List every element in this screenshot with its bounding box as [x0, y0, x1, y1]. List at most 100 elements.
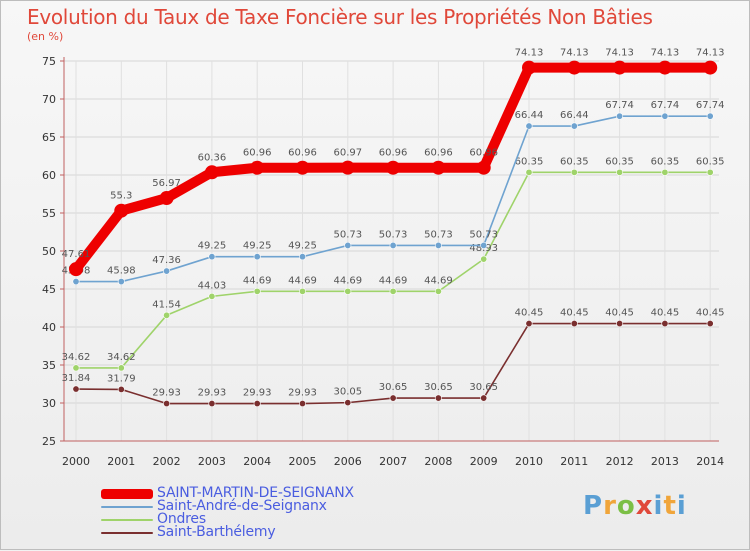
data-point	[117, 278, 125, 286]
data-point	[204, 165, 219, 180]
data-label: 74.13	[515, 48, 544, 59]
y-tick-label: 25	[42, 435, 56, 448]
data-point	[253, 400, 261, 408]
data-label: 47.61	[62, 249, 91, 260]
x-tick-label: 2013	[651, 455, 679, 468]
legend-swatch-saint-martin	[101, 488, 153, 499]
legend: SAINT-MARTIN-DE-SEIGNANX Saint-André-de-…	[101, 485, 421, 540]
data-point	[703, 60, 718, 75]
legend-label-saint-martin: SAINT-MARTIN-DE-SEIGNANX	[157, 485, 354, 501]
x-tick-label: 2002	[153, 455, 181, 468]
data-label: 50.73	[424, 229, 453, 240]
data-label: 40.45	[605, 308, 634, 319]
data-point	[159, 191, 174, 206]
legend-swatch-saint-andre	[101, 505, 153, 508]
x-tick-label: 2007	[379, 455, 407, 468]
y-tick-label: 30	[42, 397, 56, 410]
y-tick-label: 45	[42, 283, 56, 296]
data-label: 60.96	[424, 148, 453, 159]
data-label: 44.69	[288, 275, 317, 286]
data-label: 50.73	[469, 229, 498, 240]
data-point	[706, 112, 714, 120]
data-point	[706, 320, 714, 328]
data-label: 50.73	[379, 229, 408, 240]
data-label: 55.3	[110, 191, 132, 202]
data-point	[344, 287, 352, 295]
data-point	[298, 400, 306, 408]
data-label: 44.69	[424, 275, 453, 286]
data-point	[250, 160, 265, 175]
data-point	[208, 253, 216, 261]
data-label: 30.05	[333, 387, 362, 398]
data-point	[72, 385, 80, 393]
data-label: 34.62	[62, 352, 91, 363]
data-label: 74.13	[605, 48, 634, 59]
data-point	[476, 160, 491, 175]
data-point	[570, 168, 578, 176]
data-point	[525, 122, 533, 130]
data-label: 29.93	[288, 388, 317, 399]
y-tick-label: 40	[42, 321, 56, 334]
data-point	[114, 203, 129, 218]
data-label: 60.96	[288, 148, 317, 159]
x-tick-label: 2009	[470, 455, 498, 468]
data-point	[163, 400, 171, 408]
data-point	[612, 60, 627, 75]
data-label: 74.13	[696, 48, 725, 59]
data-point	[434, 394, 442, 402]
chart-subtitle: (en %)	[27, 30, 64, 43]
data-label: 60.36	[198, 152, 227, 163]
y-tick-label: 65	[42, 131, 56, 144]
legend-label-saint-barthelemy: Saint-Barthélemy	[157, 524, 276, 540]
data-point	[344, 399, 352, 407]
data-label: 60.96	[243, 148, 272, 159]
data-point	[295, 160, 310, 175]
x-tick-label: 2003	[198, 455, 226, 468]
data-point	[525, 168, 533, 176]
data-point	[480, 394, 488, 402]
data-point	[117, 364, 125, 372]
data-label: 60.35	[605, 156, 634, 167]
data-point	[163, 311, 171, 319]
data-point	[706, 168, 714, 176]
data-label: 56.97	[152, 178, 181, 189]
data-label: 30.65	[379, 382, 408, 393]
data-label: 40.45	[651, 308, 680, 319]
data-point	[389, 394, 397, 402]
data-point	[616, 112, 624, 120]
data-point	[389, 287, 397, 295]
data-point	[434, 287, 442, 295]
data-point	[163, 267, 171, 275]
data-label: 49.25	[288, 241, 317, 252]
data-label: 40.45	[696, 308, 725, 319]
data-point	[389, 241, 397, 249]
data-point	[522, 60, 536, 75]
data-point	[661, 168, 669, 176]
legend-item-saint-martin: SAINT-MARTIN-DE-SEIGNANX	[101, 485, 421, 501]
data-label: 44.69	[379, 275, 408, 286]
data-point	[386, 160, 401, 175]
x-tick-label: 2011	[560, 455, 588, 468]
data-point	[117, 385, 125, 393]
data-label: 74.13	[651, 48, 680, 59]
data-label: 31.84	[62, 373, 91, 384]
data-point	[434, 241, 442, 249]
data-label: 44.69	[243, 275, 272, 286]
data-point	[298, 253, 306, 261]
data-label: 60.96	[469, 148, 498, 159]
data-point	[208, 400, 216, 408]
data-label: 60.35	[651, 156, 680, 167]
data-label: 40.45	[515, 308, 544, 319]
data-point	[616, 320, 624, 328]
y-tick-label: 55	[42, 207, 56, 220]
data-label: 67.74	[696, 100, 725, 111]
data-point	[344, 241, 352, 249]
data-label: 67.74	[651, 100, 680, 111]
data-point	[567, 60, 582, 75]
data-point	[570, 122, 578, 130]
data-label: 74.13	[560, 48, 589, 59]
data-label: 34.62	[107, 352, 136, 363]
data-point	[661, 112, 669, 120]
data-point	[72, 278, 80, 286]
